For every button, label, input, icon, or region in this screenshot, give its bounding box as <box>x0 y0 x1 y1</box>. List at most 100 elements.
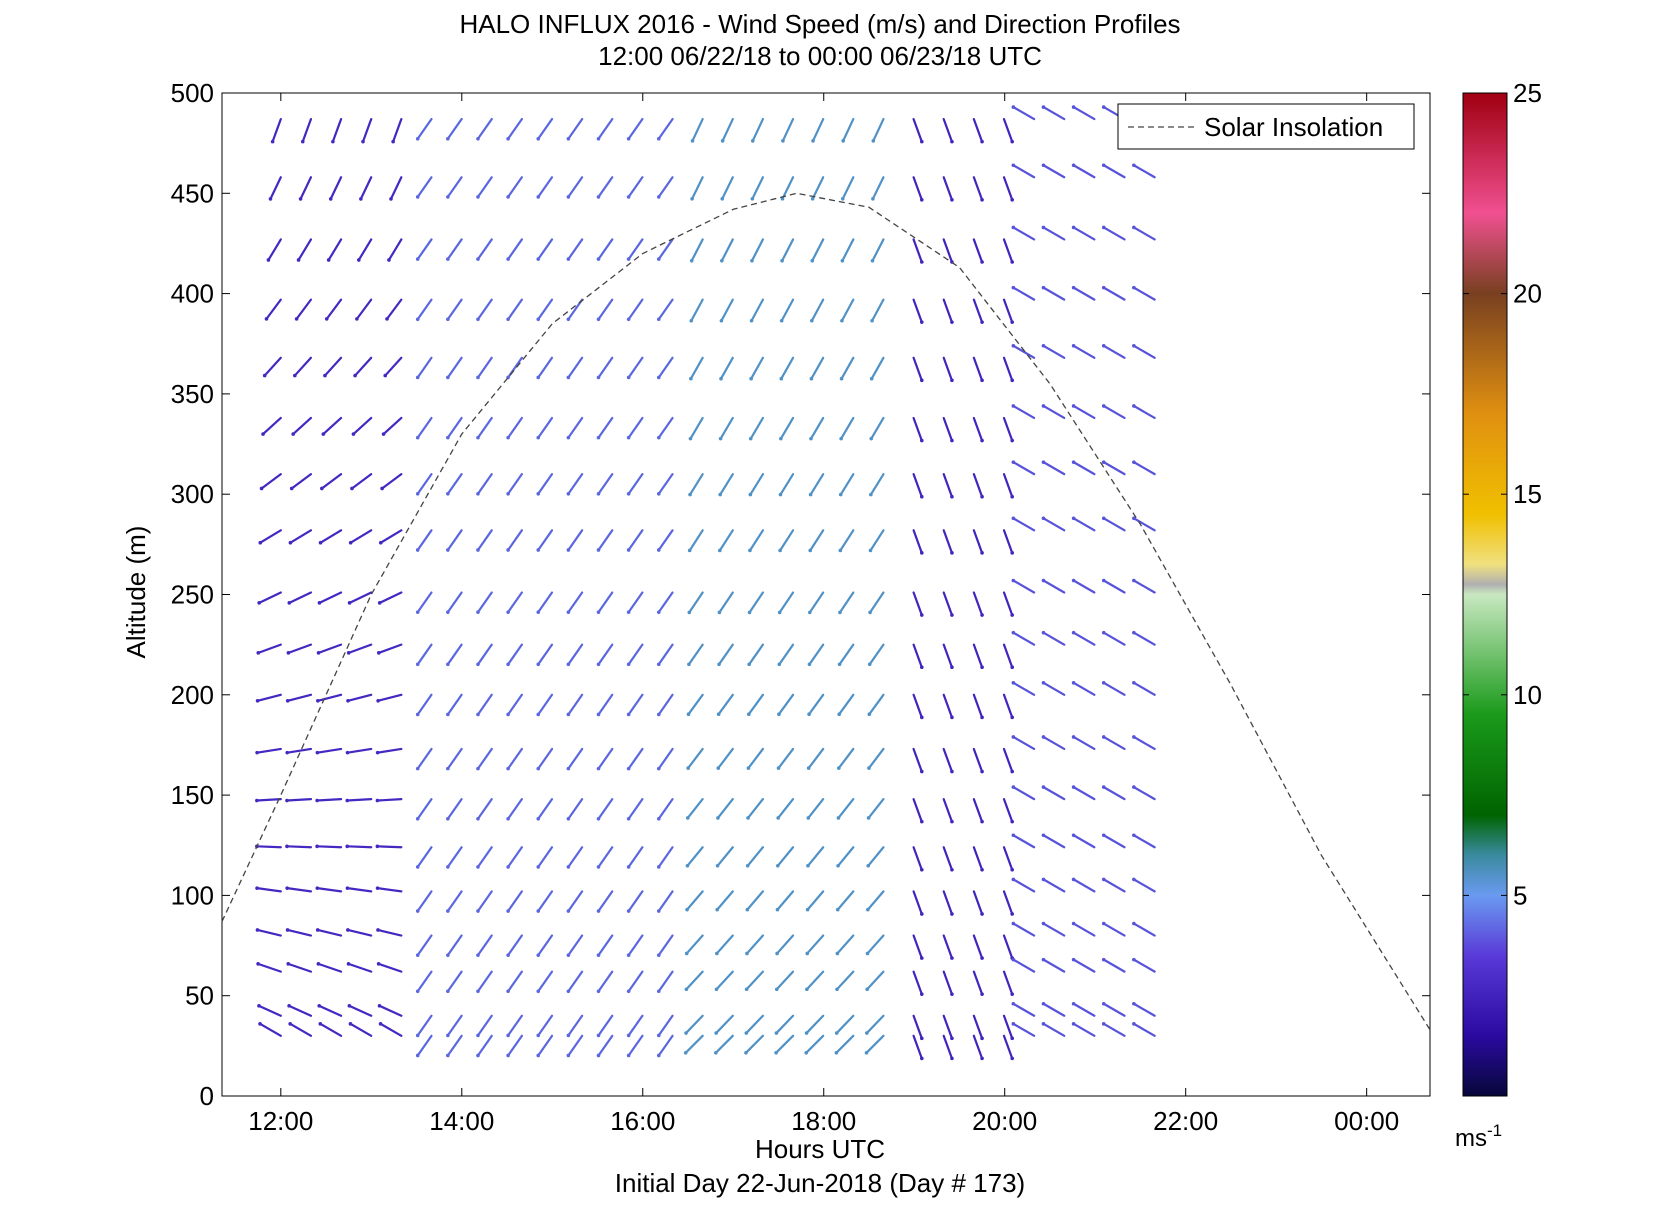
wind-barb <box>627 747 644 770</box>
wind-barb <box>257 962 282 973</box>
wind-barb-head <box>1041 921 1046 926</box>
colorbar-tick-label: 25 <box>1513 78 1542 108</box>
wind-barb <box>597 117 614 140</box>
plot-frame <box>221 92 1431 1097</box>
wind-barb <box>657 747 674 770</box>
wind-barb-head <box>1041 105 1046 109</box>
wind-barb <box>715 1014 734 1035</box>
wind-barb <box>416 747 433 770</box>
wind-barb <box>507 890 523 913</box>
wind-barb <box>537 934 554 957</box>
wind-barb-head <box>716 816 720 820</box>
wind-barb-head <box>385 317 389 321</box>
wind-barb-head <box>919 613 924 617</box>
wind-barb <box>379 529 403 544</box>
wind-barb <box>841 176 855 200</box>
wind-barb <box>1002 798 1014 823</box>
wind-barb-head <box>446 953 450 957</box>
wind-barb-head <box>415 435 420 440</box>
wind-barb-head <box>867 766 871 770</box>
wind-barb-head <box>377 1004 382 1008</box>
wind-barb <box>972 890 984 916</box>
wind-barb <box>269 176 282 201</box>
wind-barb <box>1042 958 1066 973</box>
wind-barb <box>912 529 923 554</box>
wind-barb-head <box>375 886 380 890</box>
wind-barb <box>717 693 734 716</box>
wind-barb <box>537 798 554 820</box>
wind-barb-head <box>980 378 984 383</box>
wind-barb <box>776 934 795 955</box>
wind-barb <box>379 1022 403 1037</box>
wind-barb-head <box>980 438 984 443</box>
wind-barb <box>1102 681 1126 696</box>
wind-barb-head <box>747 610 752 615</box>
wind-barb <box>972 934 984 960</box>
wind-barb <box>597 747 614 770</box>
x-tick-label: 12:00 <box>248 1106 313 1136</box>
wind-barb-head <box>476 195 480 199</box>
wind-barb <box>1002 356 1014 382</box>
wind-barb-head <box>805 987 809 992</box>
wind-barb <box>627 176 644 199</box>
wind-barb-head <box>1071 735 1076 739</box>
wind-barb <box>346 887 373 893</box>
wind-barb-head <box>381 432 386 436</box>
wind-barb <box>840 298 855 322</box>
wind-barb-head <box>656 257 661 261</box>
wind-barb <box>745 1014 765 1035</box>
wind-barb <box>839 529 855 552</box>
wind-barb <box>297 238 313 262</box>
wind-barb-head <box>375 844 380 849</box>
wind-barb <box>1132 786 1156 801</box>
wind-barb-head <box>536 136 541 141</box>
wind-barb <box>691 176 704 200</box>
wind-barb <box>942 1014 954 1040</box>
wind-barb-head <box>1071 921 1076 926</box>
wind-barb <box>349 1022 373 1037</box>
wind-barb-head <box>355 317 359 321</box>
wind-barb <box>1042 1002 1066 1017</box>
wind-barb-head <box>840 258 845 263</box>
wind-barb-head <box>1041 163 1046 168</box>
wind-barb <box>1072 1022 1096 1037</box>
wind-barb-head <box>806 816 811 820</box>
wind-barb-head <box>536 1053 541 1058</box>
wind-barb-head <box>506 989 510 994</box>
wind-barb-head <box>919 956 924 960</box>
wind-barb-head <box>626 375 631 380</box>
wind-barb-head <box>919 320 924 324</box>
wind-barb-head <box>980 320 984 324</box>
wind-barb-head <box>1071 163 1076 168</box>
wind-barb <box>348 1004 373 1017</box>
wind-barb-head <box>446 136 450 141</box>
wind-barb <box>870 416 885 440</box>
wind-barb-head <box>1011 630 1016 635</box>
wind-barb-head <box>536 195 541 199</box>
wind-barb-head <box>566 1033 571 1038</box>
wind-barb <box>507 798 523 820</box>
wind-barb-head <box>1011 460 1016 464</box>
wind-barb-head <box>1011 921 1016 926</box>
wind-barb <box>476 473 493 495</box>
wind-barb <box>507 591 523 614</box>
wind-barb-head <box>919 992 924 996</box>
wind-barb-head <box>1010 320 1014 324</box>
wind-barb-head <box>980 992 984 996</box>
wind-barb-head <box>804 1050 809 1055</box>
wind-barb-head <box>775 951 779 956</box>
wind-barb <box>322 416 343 436</box>
y-tick-label: 200 <box>171 680 214 710</box>
wind-barb <box>255 798 282 802</box>
wind-barb <box>320 473 343 490</box>
wind-barb <box>972 473 984 498</box>
wind-barb <box>865 1034 885 1054</box>
wind-barb-head <box>415 909 420 913</box>
wind-barb <box>942 473 954 498</box>
wind-barb-head <box>446 1033 450 1038</box>
wind-barb-head <box>1132 578 1136 583</box>
wind-barb <box>776 846 795 867</box>
wind-barb <box>714 1034 734 1054</box>
wind-barb-head <box>315 886 320 890</box>
colorbar-ticks: 5 10 15 20 25 <box>1463 78 1542 910</box>
